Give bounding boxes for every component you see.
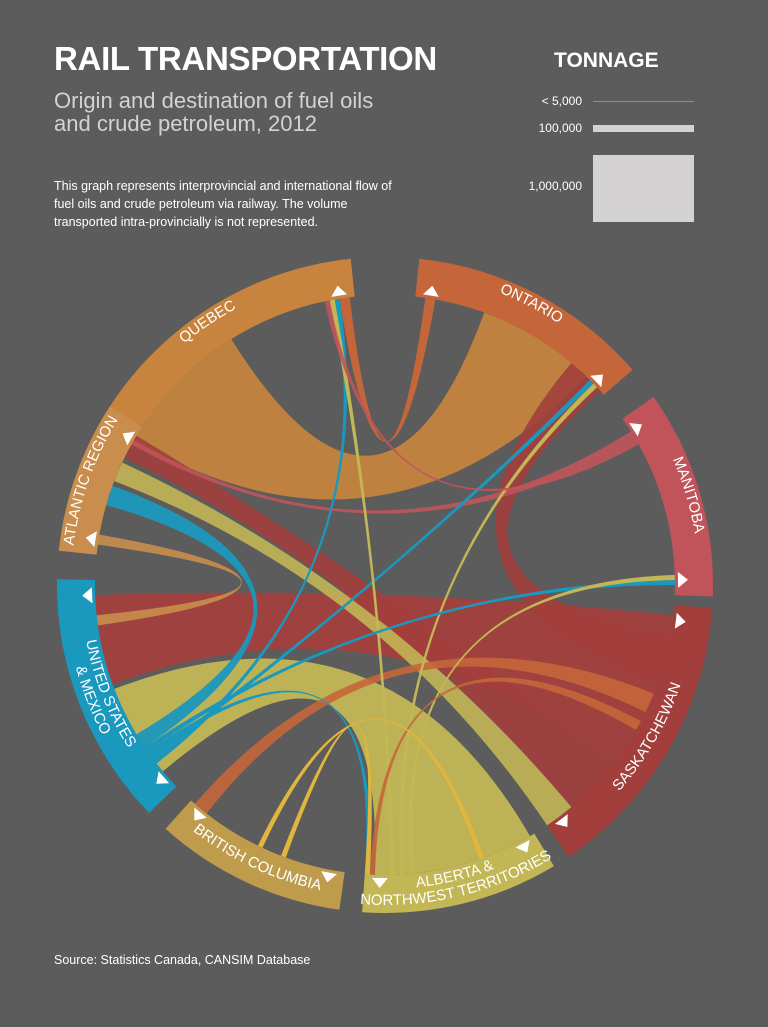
direction-arrow-icon bbox=[82, 587, 93, 604]
flow-atlantic-to-us_mexico bbox=[96, 534, 242, 626]
legend-bar bbox=[593, 125, 694, 132]
direction-arrow-icon bbox=[371, 877, 388, 888]
direction-arrow-icon bbox=[122, 431, 136, 446]
page-title: RAIL TRANSPORTATION bbox=[54, 40, 437, 77]
direction-arrow-icon bbox=[590, 374, 603, 388]
direction-arrow-icon bbox=[629, 422, 642, 437]
direction-arrow-icon bbox=[156, 771, 170, 784]
flow-us_mexico-to-quebec bbox=[153, 298, 348, 764]
flow-saskatchewan-to-atlantic bbox=[124, 435, 614, 808]
direction-arrow-icon bbox=[422, 285, 439, 297]
source-note: Source: Statistics Canada, CANSIM Databa… bbox=[54, 953, 311, 967]
flow-quebec-to-quebec_atl bbox=[133, 312, 587, 500]
direction-arrow-icon bbox=[85, 531, 97, 548]
legend-bar bbox=[593, 101, 694, 102]
legend-label: 1,000,000 bbox=[528, 179, 582, 193]
region-segments: QUEBECONTARIOMANITOBASASKATCHEWANALBERTA… bbox=[57, 258, 713, 913]
direction-arrow-icon bbox=[321, 871, 337, 883]
subtitle-line-1: Origin and destination of fuel oils bbox=[54, 88, 374, 113]
flow-alberta_nwt-to-quebec bbox=[329, 299, 396, 875]
region-arc[interactable] bbox=[95, 258, 355, 449]
legend-label: 100,000 bbox=[538, 121, 582, 135]
flow-alberta_nwt-to-atlantic bbox=[114, 462, 572, 826]
region-arc[interactable] bbox=[362, 833, 554, 913]
legend-label: < 5,000 bbox=[541, 94, 582, 108]
flow-saskatchewan-to-us_mexico bbox=[95, 592, 674, 764]
direction-arrow-icon bbox=[194, 807, 207, 821]
region-arc[interactable] bbox=[415, 258, 633, 395]
direction-arrow-icon bbox=[677, 571, 688, 588]
region-arc[interactable] bbox=[547, 605, 713, 857]
region-arc[interactable] bbox=[165, 800, 345, 910]
region-arc[interactable] bbox=[57, 579, 177, 813]
page-subtitle: Origin and destination of fuel oils and … bbox=[54, 89, 474, 135]
region-arc[interactable] bbox=[58, 406, 142, 555]
subtitle-line-2: and crude petroleum, 2012 bbox=[54, 111, 317, 136]
direction-arrow-icon bbox=[515, 839, 530, 853]
direction-arrow-icon bbox=[331, 285, 348, 297]
legend-title: TONNAGE bbox=[554, 49, 659, 72]
chart-description: This graph represents interprovincial an… bbox=[54, 179, 392, 229]
flow-ribbons bbox=[95, 297, 675, 875]
flow-us_mexico-to-atlantic bbox=[106, 485, 258, 748]
flow-british_columbia-to-alberta_nwt bbox=[281, 724, 372, 875]
direction-arrow-icon bbox=[674, 612, 686, 629]
flow-manitoba-to-atlantic bbox=[131, 431, 637, 514]
direction-arrow-icon bbox=[554, 814, 568, 827]
legend-bar bbox=[593, 155, 694, 222]
region-arc[interactable] bbox=[622, 396, 713, 597]
